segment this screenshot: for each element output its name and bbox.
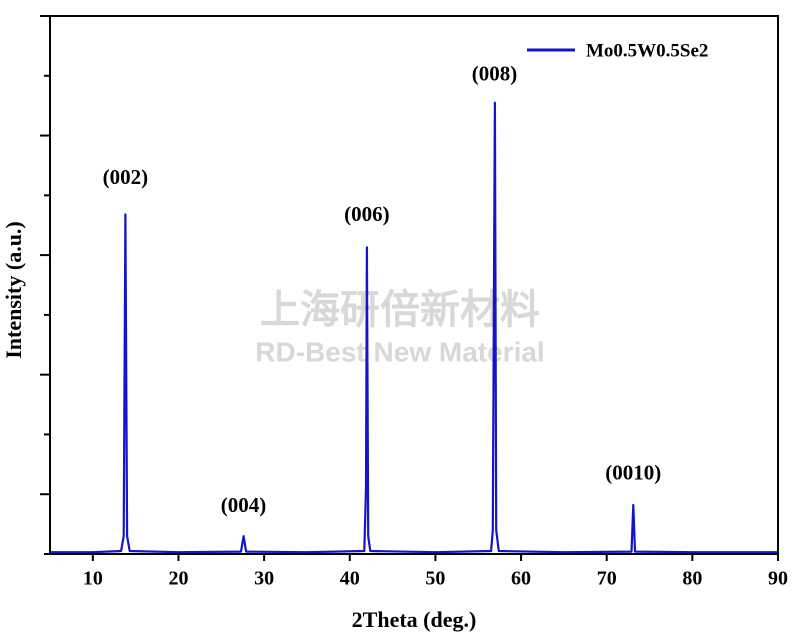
x-tick-label: 90 bbox=[768, 568, 788, 590]
plot-frame bbox=[49, 15, 779, 555]
legend-label: Mo0.5W0.5Se2 bbox=[586, 40, 708, 61]
peak-label: (0010) bbox=[605, 460, 661, 484]
watermark: RD-Best New Material bbox=[255, 336, 544, 367]
x-tick-label: 10 bbox=[83, 568, 103, 590]
x-tick-label: 70 bbox=[597, 568, 617, 590]
peak-label: (006) bbox=[344, 202, 390, 226]
x-tick-label: 40 bbox=[340, 568, 360, 590]
y-axis-label: Intensity (a.u.) bbox=[1, 221, 26, 359]
x-axis-label: 2Theta (deg.) bbox=[352, 607, 477, 632]
x-tick-label: 80 bbox=[682, 568, 702, 590]
x-tick-label: 50 bbox=[425, 568, 445, 590]
watermark: 上海研倍新材料 bbox=[260, 287, 540, 333]
peak-label: (004) bbox=[221, 493, 267, 517]
x-tick-label: 30 bbox=[254, 568, 274, 590]
x-tick-label: 60 bbox=[511, 568, 531, 590]
peak-label: (002) bbox=[103, 165, 149, 189]
x-tick-label: 20 bbox=[168, 568, 188, 590]
peak-label: (008) bbox=[472, 62, 518, 86]
data-line bbox=[50, 101, 778, 554]
